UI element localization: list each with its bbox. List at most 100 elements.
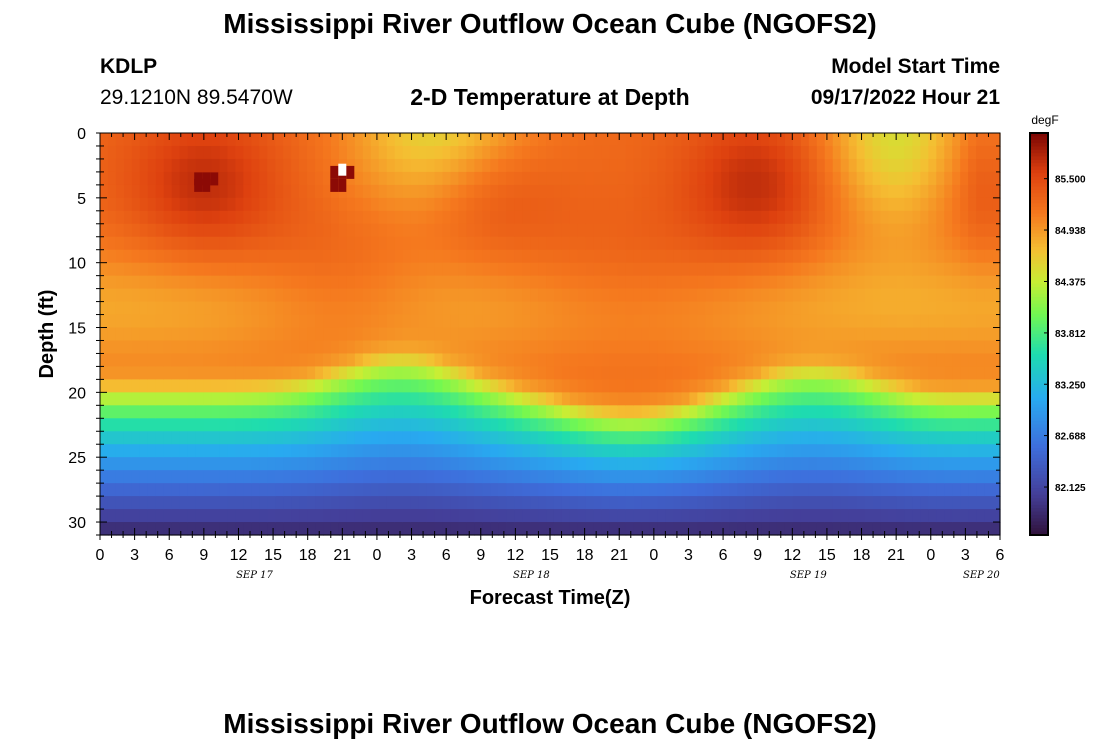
heat-cell	[522, 405, 531, 419]
heat-cell	[179, 184, 189, 199]
heat-cell	[553, 133, 563, 147]
heat-cell	[880, 327, 890, 342]
heat-cell	[307, 496, 316, 510]
heat-cell	[800, 431, 810, 445]
heat-cell	[330, 133, 340, 147]
heat-cell	[450, 184, 459, 199]
heat-cell	[601, 197, 611, 212]
heat-cell	[928, 379, 937, 393]
heat-cell	[665, 509, 675, 523]
heat-cell	[418, 353, 428, 368]
heat-cell	[514, 496, 523, 510]
heat-cell	[235, 405, 244, 419]
heat-cell	[952, 496, 961, 510]
heat-cell	[936, 184, 945, 199]
heat-cell	[330, 353, 340, 368]
heat-cell	[856, 418, 866, 432]
heat-cell	[107, 379, 117, 393]
heat-cell	[243, 314, 252, 329]
heat-cell	[267, 483, 276, 497]
heat-cell	[362, 197, 372, 212]
heat-cell	[992, 158, 1001, 173]
heat-cell	[816, 431, 826, 445]
heat-cell	[721, 301, 730, 316]
heat-cell	[561, 327, 571, 342]
heat-cell	[315, 340, 324, 355]
heat-cell	[323, 314, 332, 329]
heat-cell	[609, 509, 619, 523]
heat-cell	[808, 509, 818, 523]
heat-cell	[641, 353, 651, 368]
heat-cell	[713, 197, 722, 212]
heat-cell	[561, 275, 571, 290]
heat-cell	[665, 470, 675, 484]
heat-cell	[713, 522, 722, 536]
heat-cell	[880, 444, 890, 458]
heat-cell	[458, 379, 467, 393]
heat-cell	[338, 483, 348, 497]
heat-cell	[705, 158, 714, 173]
heat-cell	[617, 314, 627, 329]
heat-cell	[163, 431, 173, 445]
heat-cell	[538, 210, 547, 225]
heat-cell	[561, 431, 571, 445]
heat-cell	[713, 366, 722, 380]
heat-cell	[928, 197, 937, 212]
heat-cell	[960, 496, 969, 510]
heat-cell	[235, 327, 244, 342]
heat-cell	[864, 327, 874, 342]
heat-cell	[514, 223, 523, 238]
heat-cell	[163, 171, 173, 186]
heat-cell	[673, 158, 683, 173]
heat-cell	[362, 405, 372, 419]
heat-cell	[665, 236, 675, 251]
heat-cell	[816, 236, 826, 251]
heat-cell	[848, 314, 858, 329]
heat-cell	[530, 496, 539, 510]
heat-cell	[617, 158, 627, 173]
heat-cell	[171, 133, 181, 147]
heat-cell	[394, 509, 404, 523]
heat-cell	[203, 275, 213, 290]
heat-cell	[107, 158, 117, 173]
heat-cell	[697, 522, 706, 536]
heat-cell	[434, 262, 444, 277]
heat-cell	[689, 158, 698, 173]
heat-cell	[450, 379, 459, 393]
heat-cell	[243, 457, 252, 471]
heat-cell	[538, 223, 547, 238]
heat-cell	[577, 236, 587, 251]
heat-cell	[920, 275, 929, 290]
heat-cell	[187, 133, 197, 147]
heat-cell	[211, 133, 221, 147]
colorbar-segment	[1030, 521, 1048, 526]
heat-cell	[362, 171, 372, 186]
heat-cell	[968, 457, 977, 471]
heat-cell	[362, 483, 372, 497]
heat-cell	[107, 275, 117, 290]
heat-cell	[729, 133, 738, 147]
heat-cell	[761, 301, 770, 316]
heat-cell	[338, 444, 348, 458]
heat-cell	[530, 509, 539, 523]
heat-cell	[864, 262, 874, 277]
heat-cell	[745, 444, 754, 458]
heat-cell	[553, 275, 563, 290]
heat-cell	[920, 249, 929, 264]
heat-cell	[283, 288, 292, 303]
heat-cell	[832, 197, 842, 212]
hot-spot-cell	[346, 165, 355, 179]
heat-cell	[538, 133, 547, 147]
heat-cell	[856, 327, 866, 342]
heat-cell	[187, 145, 197, 160]
heat-cell	[482, 301, 491, 316]
heat-cell	[538, 158, 547, 173]
heat-cell	[776, 470, 786, 484]
heat-cell	[848, 444, 858, 458]
heat-cell	[904, 444, 913, 458]
heat-cell	[880, 340, 890, 355]
heat-cell	[864, 379, 874, 393]
heat-cell	[370, 288, 380, 303]
heat-cell	[546, 457, 555, 471]
heat-cell	[713, 223, 722, 238]
